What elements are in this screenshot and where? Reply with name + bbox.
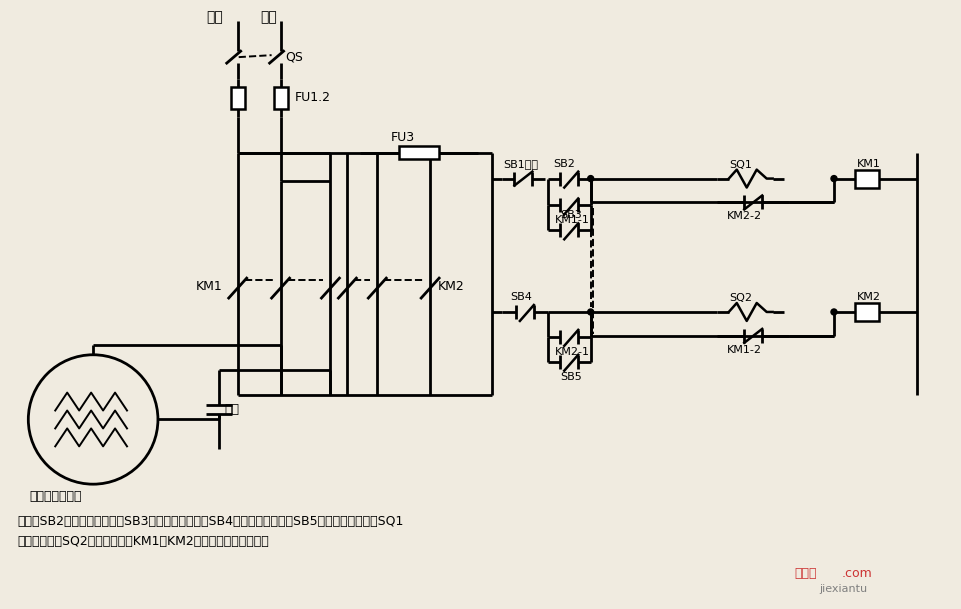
Text: SB5: SB5 <box>559 371 580 382</box>
Text: 接线图: 接线图 <box>793 567 816 580</box>
Text: SB3: SB3 <box>559 210 580 220</box>
Text: jiexiantu: jiexiantu <box>818 583 866 594</box>
Text: SB2: SB2 <box>553 159 574 169</box>
Text: 单相电容电动机: 单相电容电动机 <box>29 490 82 502</box>
Circle shape <box>587 175 593 181</box>
Circle shape <box>587 309 593 315</box>
Circle shape <box>830 175 836 181</box>
Circle shape <box>830 309 836 315</box>
Text: 火线: 火线 <box>207 10 223 24</box>
Text: SQ2: SQ2 <box>728 293 752 303</box>
Text: KM2-1: KM2-1 <box>554 347 589 357</box>
Bar <box>399 146 438 159</box>
Text: KM2: KM2 <box>437 280 464 292</box>
Text: KM1: KM1 <box>196 280 222 292</box>
Text: QS: QS <box>285 51 303 63</box>
Text: KM2: KM2 <box>856 292 880 302</box>
Text: FU3: FU3 <box>390 132 414 144</box>
Text: FU1.2: FU1.2 <box>294 91 331 105</box>
Text: KM1: KM1 <box>856 159 880 169</box>
Bar <box>231 87 244 109</box>
Text: SB1停止: SB1停止 <box>503 159 537 169</box>
Text: KM1-2: KM1-2 <box>727 345 761 355</box>
Text: KM2-2: KM2-2 <box>727 211 762 222</box>
Text: .com: .com <box>841 567 872 580</box>
Text: 为最高限位，SQ2为最低限位。KM1、KM2可用中间继电器代替。: 为最高限位，SQ2为最低限位。KM1、KM2可用中间继电器代替。 <box>17 535 269 549</box>
Bar <box>273 87 287 109</box>
Text: KM1-1: KM1-1 <box>554 216 589 225</box>
Text: SQ1: SQ1 <box>728 160 752 170</box>
Text: 零线: 零线 <box>260 10 277 24</box>
Text: SB4: SB4 <box>509 292 531 302</box>
Text: 电容: 电容 <box>225 403 239 416</box>
Text: 说明：SB2为上升启动按鈕，SB3为上升点动按鈕，SB4为下降启动按鈕，SB5为下降点动按鈕；SQ1: 说明：SB2为上升启动按鈕，SB3为上升点动按鈕，SB4为下降启动按鈕，SB5为… <box>17 515 404 527</box>
Bar <box>854 303 878 321</box>
Bar <box>854 170 878 188</box>
